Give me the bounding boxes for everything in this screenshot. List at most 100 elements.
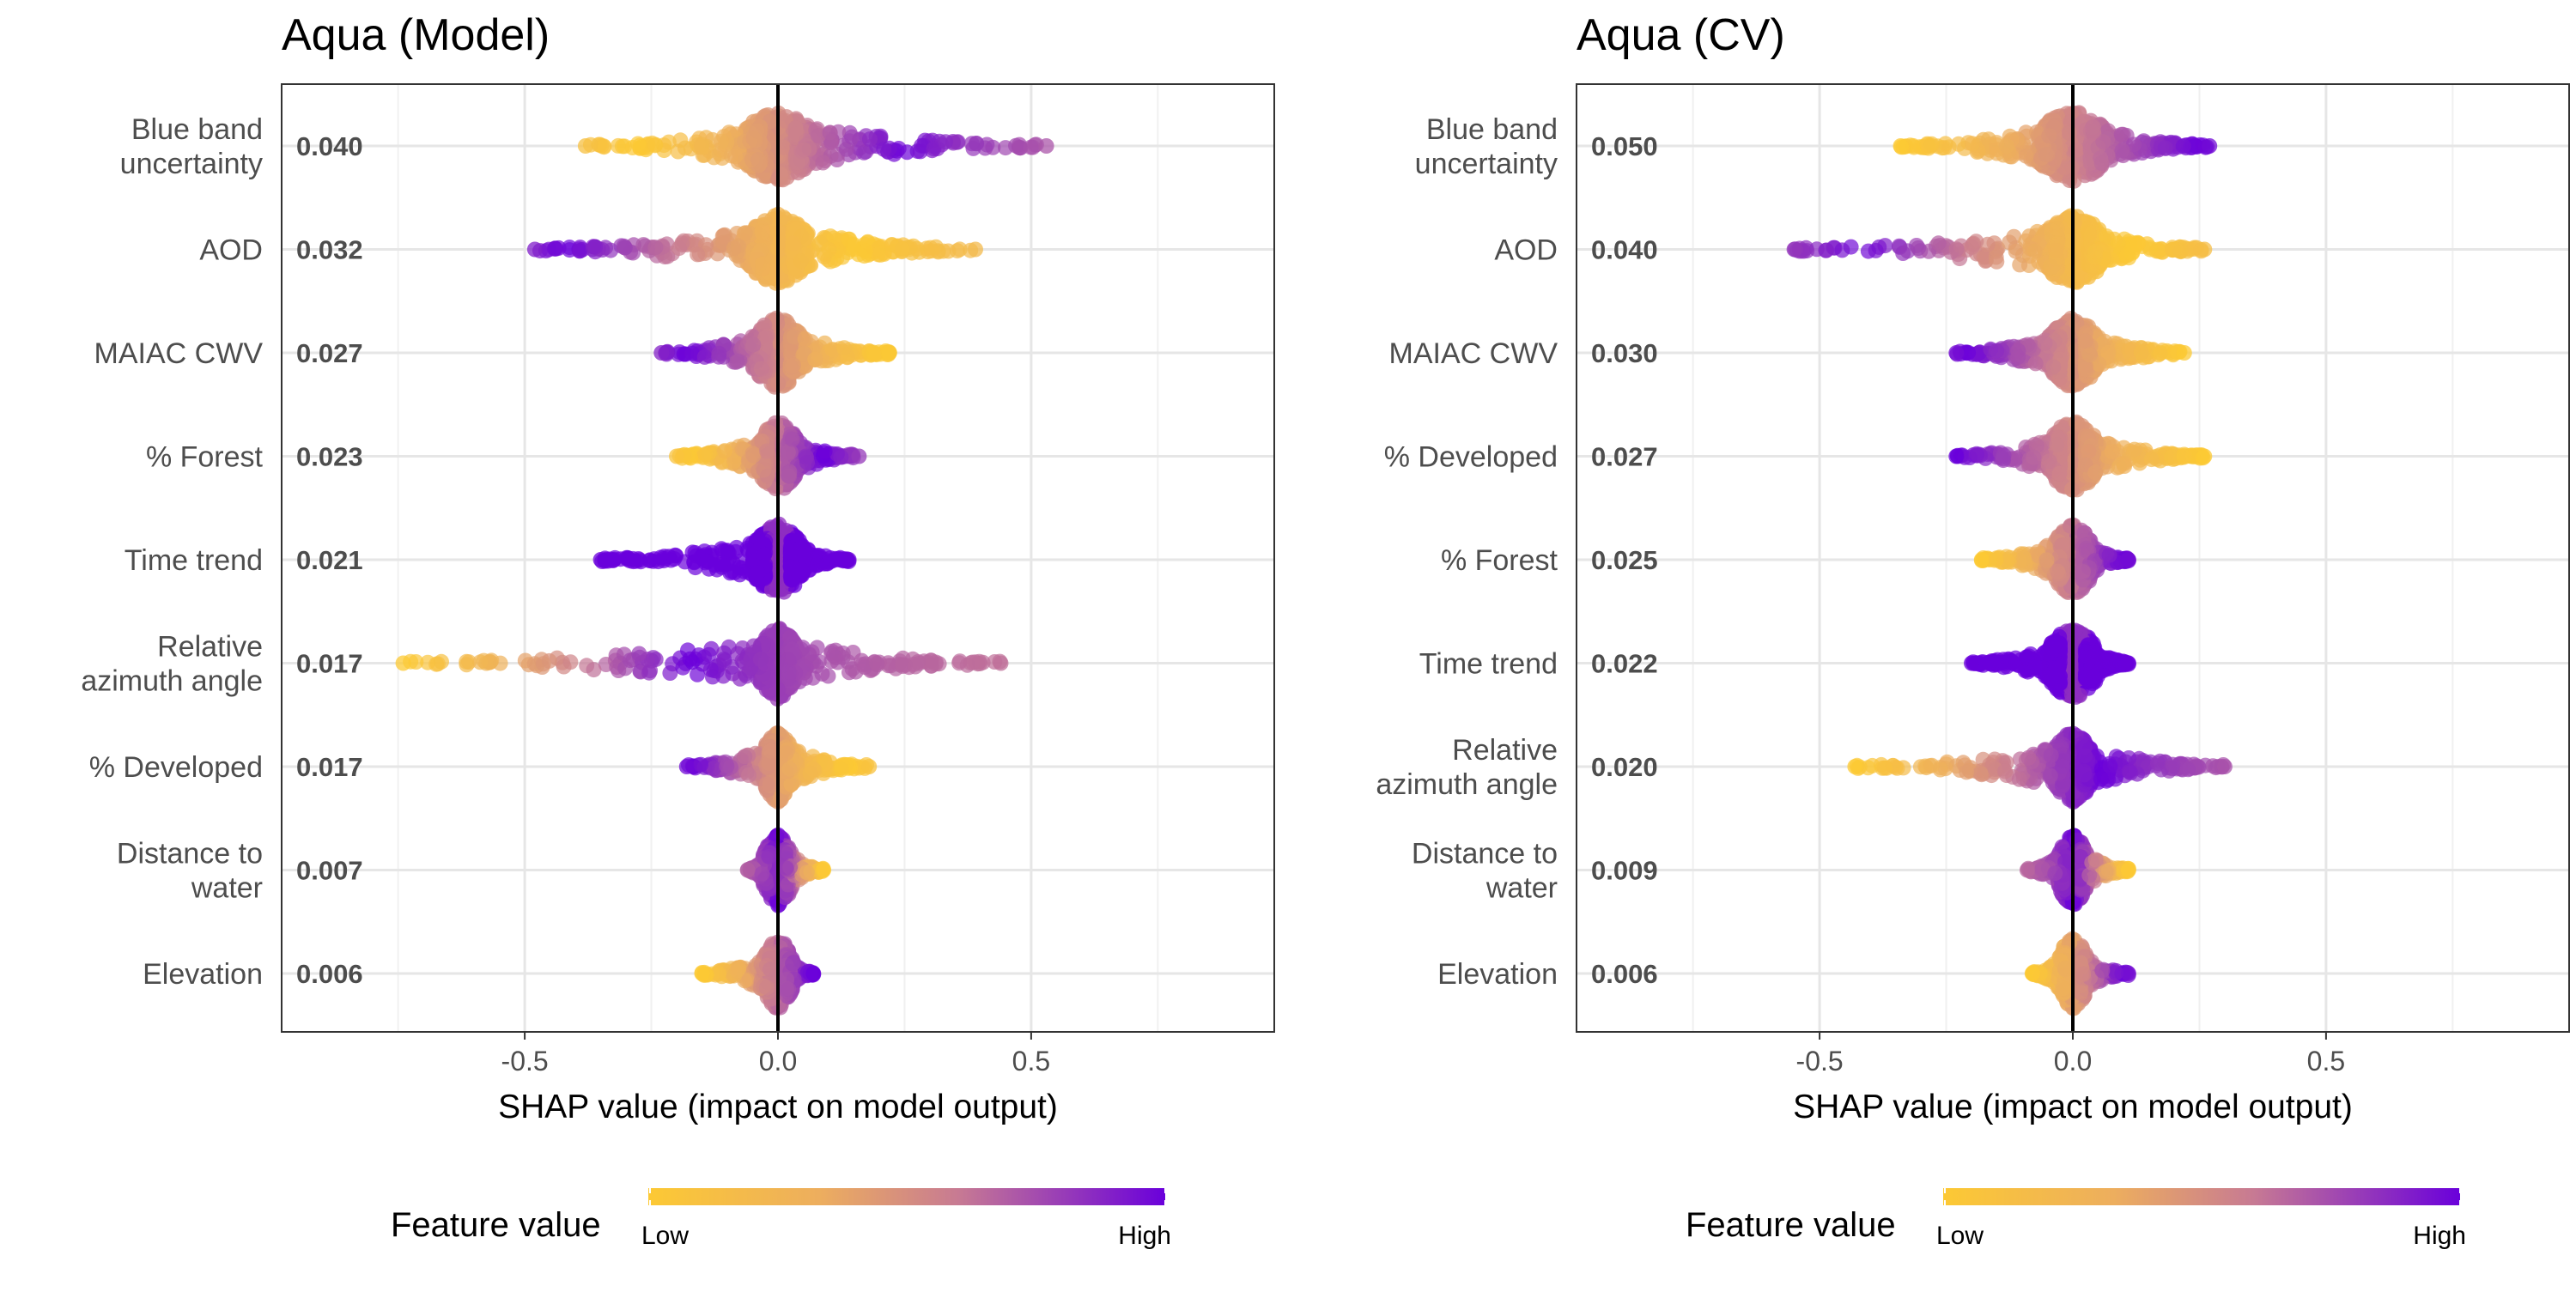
shap-point [690,246,705,262]
shap-point-extreme [851,449,866,464]
shap-point [732,560,747,575]
shap-point [909,241,925,257]
shap-point [647,240,663,255]
shap-point [641,665,657,681]
shap-point [741,767,756,783]
shap-point [778,745,793,761]
shap-point-extreme [861,759,877,774]
shap-point [671,240,687,256]
shap-point [737,749,752,764]
shap-point [647,551,662,567]
shap-point-extreme [1039,138,1054,154]
shap-point [753,652,769,667]
shap-point [799,864,815,880]
panel-title: Aqua (Model) [282,10,550,60]
shap-point [798,331,813,347]
shap-point [783,544,799,560]
shap-point [965,655,981,670]
shap-point [719,758,734,773]
shap-point [750,565,766,580]
shap-point [810,640,825,655]
shap-point [631,646,647,662]
shap-point-extreme [882,345,897,361]
shap-point [834,762,849,778]
shap-point [951,655,967,670]
shap-point [781,468,796,483]
shap-point [807,352,823,367]
shap-point [761,849,776,864]
shap-point [815,155,830,171]
shap-point [788,126,804,142]
shap-point [562,654,578,670]
shap-point [694,139,709,155]
shap-point-extreme [527,242,543,258]
shap-point-extreme [968,242,983,258]
shap-point [785,432,800,447]
shap-point [844,130,860,145]
shap-point [717,443,732,458]
shap-point [754,866,769,882]
shap-point [536,656,551,671]
shap-point [617,138,632,154]
shap-point-extreme [396,656,411,671]
shap-point [759,444,775,459]
shap-point [799,450,814,465]
shap-point [666,551,682,567]
shap-point [805,670,821,686]
shap-point [923,658,939,674]
shap-point [862,131,878,147]
shap-point [548,241,563,257]
shap-point [836,340,852,355]
shap-point [677,141,693,156]
shap-point [876,142,891,157]
shap-point [726,240,742,256]
shap-point [697,446,713,462]
shap-point [746,131,762,147]
shap-point [587,240,603,255]
shap-point [869,656,884,671]
shap-point [690,667,705,682]
shap-point [706,761,721,776]
shap-point [803,766,818,781]
shap-point [821,669,836,684]
shap-point [787,561,803,577]
shap-point [793,253,809,269]
shap-point-extreme [669,449,684,464]
shap-point-extreme [653,345,669,361]
shap-point [786,357,801,373]
shap-point [822,242,837,258]
shap-point [969,136,984,151]
shap-point [434,654,449,670]
shap-point [779,860,794,876]
shap-point [895,241,910,257]
shap-point [572,243,587,258]
shap-point [711,349,726,365]
shap-point [745,337,761,353]
shap-point-extreme [593,552,609,567]
shap-point [786,235,801,251]
shap-point [781,445,796,460]
shap-point-extreme [679,759,695,774]
shap-point [703,662,719,677]
shap-point [755,257,770,272]
shap-point [1024,140,1039,155]
shap-point [727,149,743,164]
shap-point [693,757,708,773]
shap-point-extreme [740,863,756,878]
shap-point [796,142,811,157]
shap-point [938,134,953,149]
shap-point [459,654,474,670]
shap-point [773,167,788,182]
shap-point [715,228,731,244]
shap-point [586,662,602,677]
shap-point [817,444,833,459]
shap-point [697,349,713,365]
shap-point [781,667,796,682]
shap-point [754,361,769,377]
shap-point [782,761,798,777]
shap-point [472,654,488,670]
shap-point-extreme [578,138,593,154]
shap-point [714,134,729,149]
shap-point [830,655,846,670]
